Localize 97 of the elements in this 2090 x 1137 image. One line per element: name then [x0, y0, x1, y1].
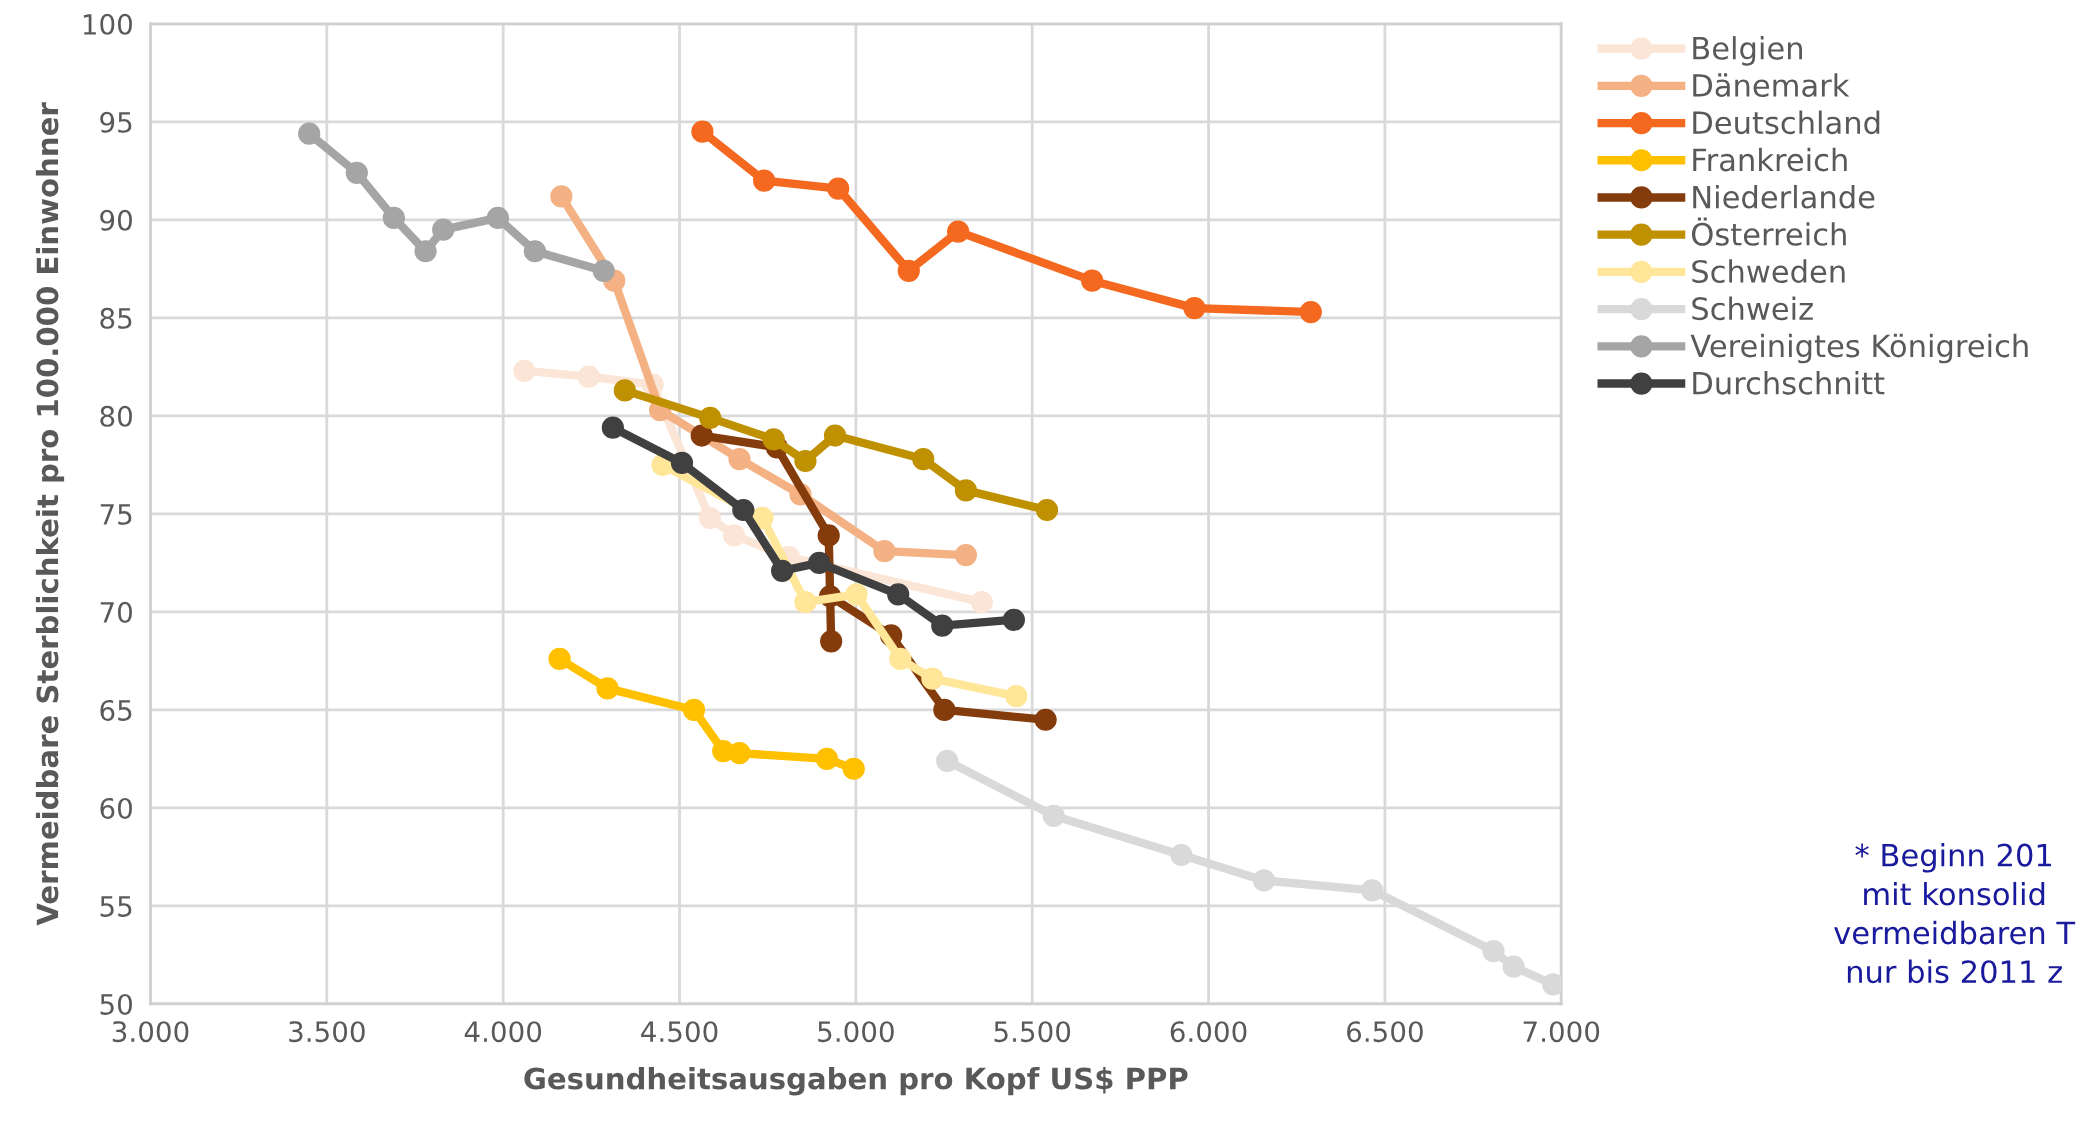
x-tick-label: 3.000 — [112, 1021, 189, 1043]
y-tick-label: 50 — [100, 993, 132, 1015]
point — [823, 424, 847, 447]
y-tick-label: 75 — [100, 504, 132, 525]
point — [513, 359, 536, 382]
point — [753, 169, 776, 192]
point — [845, 583, 868, 606]
point — [732, 498, 755, 522]
point — [762, 428, 785, 451]
point — [486, 206, 509, 230]
point — [550, 185, 573, 208]
point — [723, 524, 746, 547]
point — [691, 120, 714, 143]
legend-label: Frankreich — [1693, 147, 1847, 172]
point — [897, 259, 920, 282]
point — [954, 479, 978, 502]
point — [771, 559, 794, 582]
point — [596, 677, 619, 700]
point — [912, 447, 935, 471]
point — [670, 451, 694, 475]
point — [698, 506, 721, 529]
point — [947, 220, 970, 243]
x-tick-label: 4.500 — [641, 1021, 718, 1043]
point — [933, 698, 956, 722]
point — [1299, 300, 1322, 324]
point — [842, 757, 865, 780]
point — [1170, 843, 1193, 867]
legend-label: Schweiz — [1692, 296, 1813, 321]
x-tick-label: 6.500 — [1347, 1021, 1423, 1043]
point — [577, 365, 600, 388]
point — [887, 583, 910, 606]
legend-label: Dänemark — [1693, 73, 1850, 97]
legend-label: Schweden — [1692, 259, 1845, 284]
x-tick-label: 5.000 — [818, 1021, 894, 1043]
point — [1081, 269, 1104, 292]
x-tick-label: 5.500 — [994, 1021, 1071, 1043]
y-tick-label: 65 — [100, 699, 132, 721]
point — [794, 591, 817, 614]
point — [1042, 804, 1065, 827]
point — [298, 122, 321, 145]
point — [970, 591, 993, 614]
point — [592, 259, 615, 282]
point — [414, 240, 437, 263]
point — [815, 747, 839, 771]
point — [889, 647, 912, 671]
point — [1482, 939, 1505, 963]
x-axis-title: Gesundheitsausgaben pro Kopf US$ PPP — [524, 1066, 1188, 1096]
point — [873, 540, 896, 563]
y-tick-label: 55 — [100, 896, 132, 917]
point — [1002, 608, 1025, 631]
point — [1502, 955, 1525, 978]
point — [523, 240, 547, 263]
y-axis-title: Vermeidbare Sterblichkeit pro 100.000 Einwohner — [35, 102, 65, 926]
point — [690, 424, 713, 447]
point — [548, 647, 571, 671]
y-tick-label: 95 — [100, 111, 132, 133]
x-tick-label: 4.000 — [464, 1021, 542, 1043]
y-tick-label: 90 — [100, 209, 132, 231]
point — [1252, 869, 1276, 892]
point — [936, 749, 959, 773]
point — [1361, 879, 1384, 902]
y-tick-label: 85 — [100, 307, 132, 329]
point — [1183, 296, 1206, 320]
legend-label: Österreich — [1691, 217, 1846, 246]
point — [931, 614, 954, 637]
point — [794, 449, 817, 473]
point — [613, 379, 636, 402]
point — [954, 543, 978, 567]
point — [728, 741, 751, 765]
point — [1035, 498, 1059, 522]
point — [820, 630, 843, 653]
y-tick-label: 100 — [83, 13, 132, 35]
point — [921, 667, 944, 690]
point — [699, 406, 722, 429]
point — [728, 447, 751, 471]
point — [1034, 708, 1057, 731]
point — [682, 698, 706, 722]
point — [827, 177, 850, 200]
y-tick-label: 70 — [100, 601, 132, 623]
legend-label: Belgien — [1693, 36, 1802, 66]
x-tick-label: 7.000 — [1523, 1021, 1600, 1043]
legend-label: Vereinigtes Königreich — [1690, 333, 2028, 364]
legend-label: Niederlande — [1693, 184, 1875, 209]
legend-label: Durchschnitt — [1693, 371, 1885, 395]
point — [382, 206, 405, 230]
x-tick-label: 6.000 — [1170, 1021, 1247, 1043]
legend-label: Deutschland — [1693, 110, 1880, 135]
point — [432, 218, 455, 241]
point — [1005, 685, 1028, 708]
point — [345, 161, 368, 184]
y-tick-label: 80 — [100, 405, 132, 427]
text: * Beginn 201 mit konsolid vermeidbaren T nur bis 2011 z — [1834, 843, 2076, 984]
y-tick-label: 60 — [100, 797, 132, 819]
point — [601, 416, 624, 439]
point — [817, 524, 840, 547]
x-tick-label: 3.500 — [289, 1021, 365, 1043]
point — [808, 551, 831, 575]
